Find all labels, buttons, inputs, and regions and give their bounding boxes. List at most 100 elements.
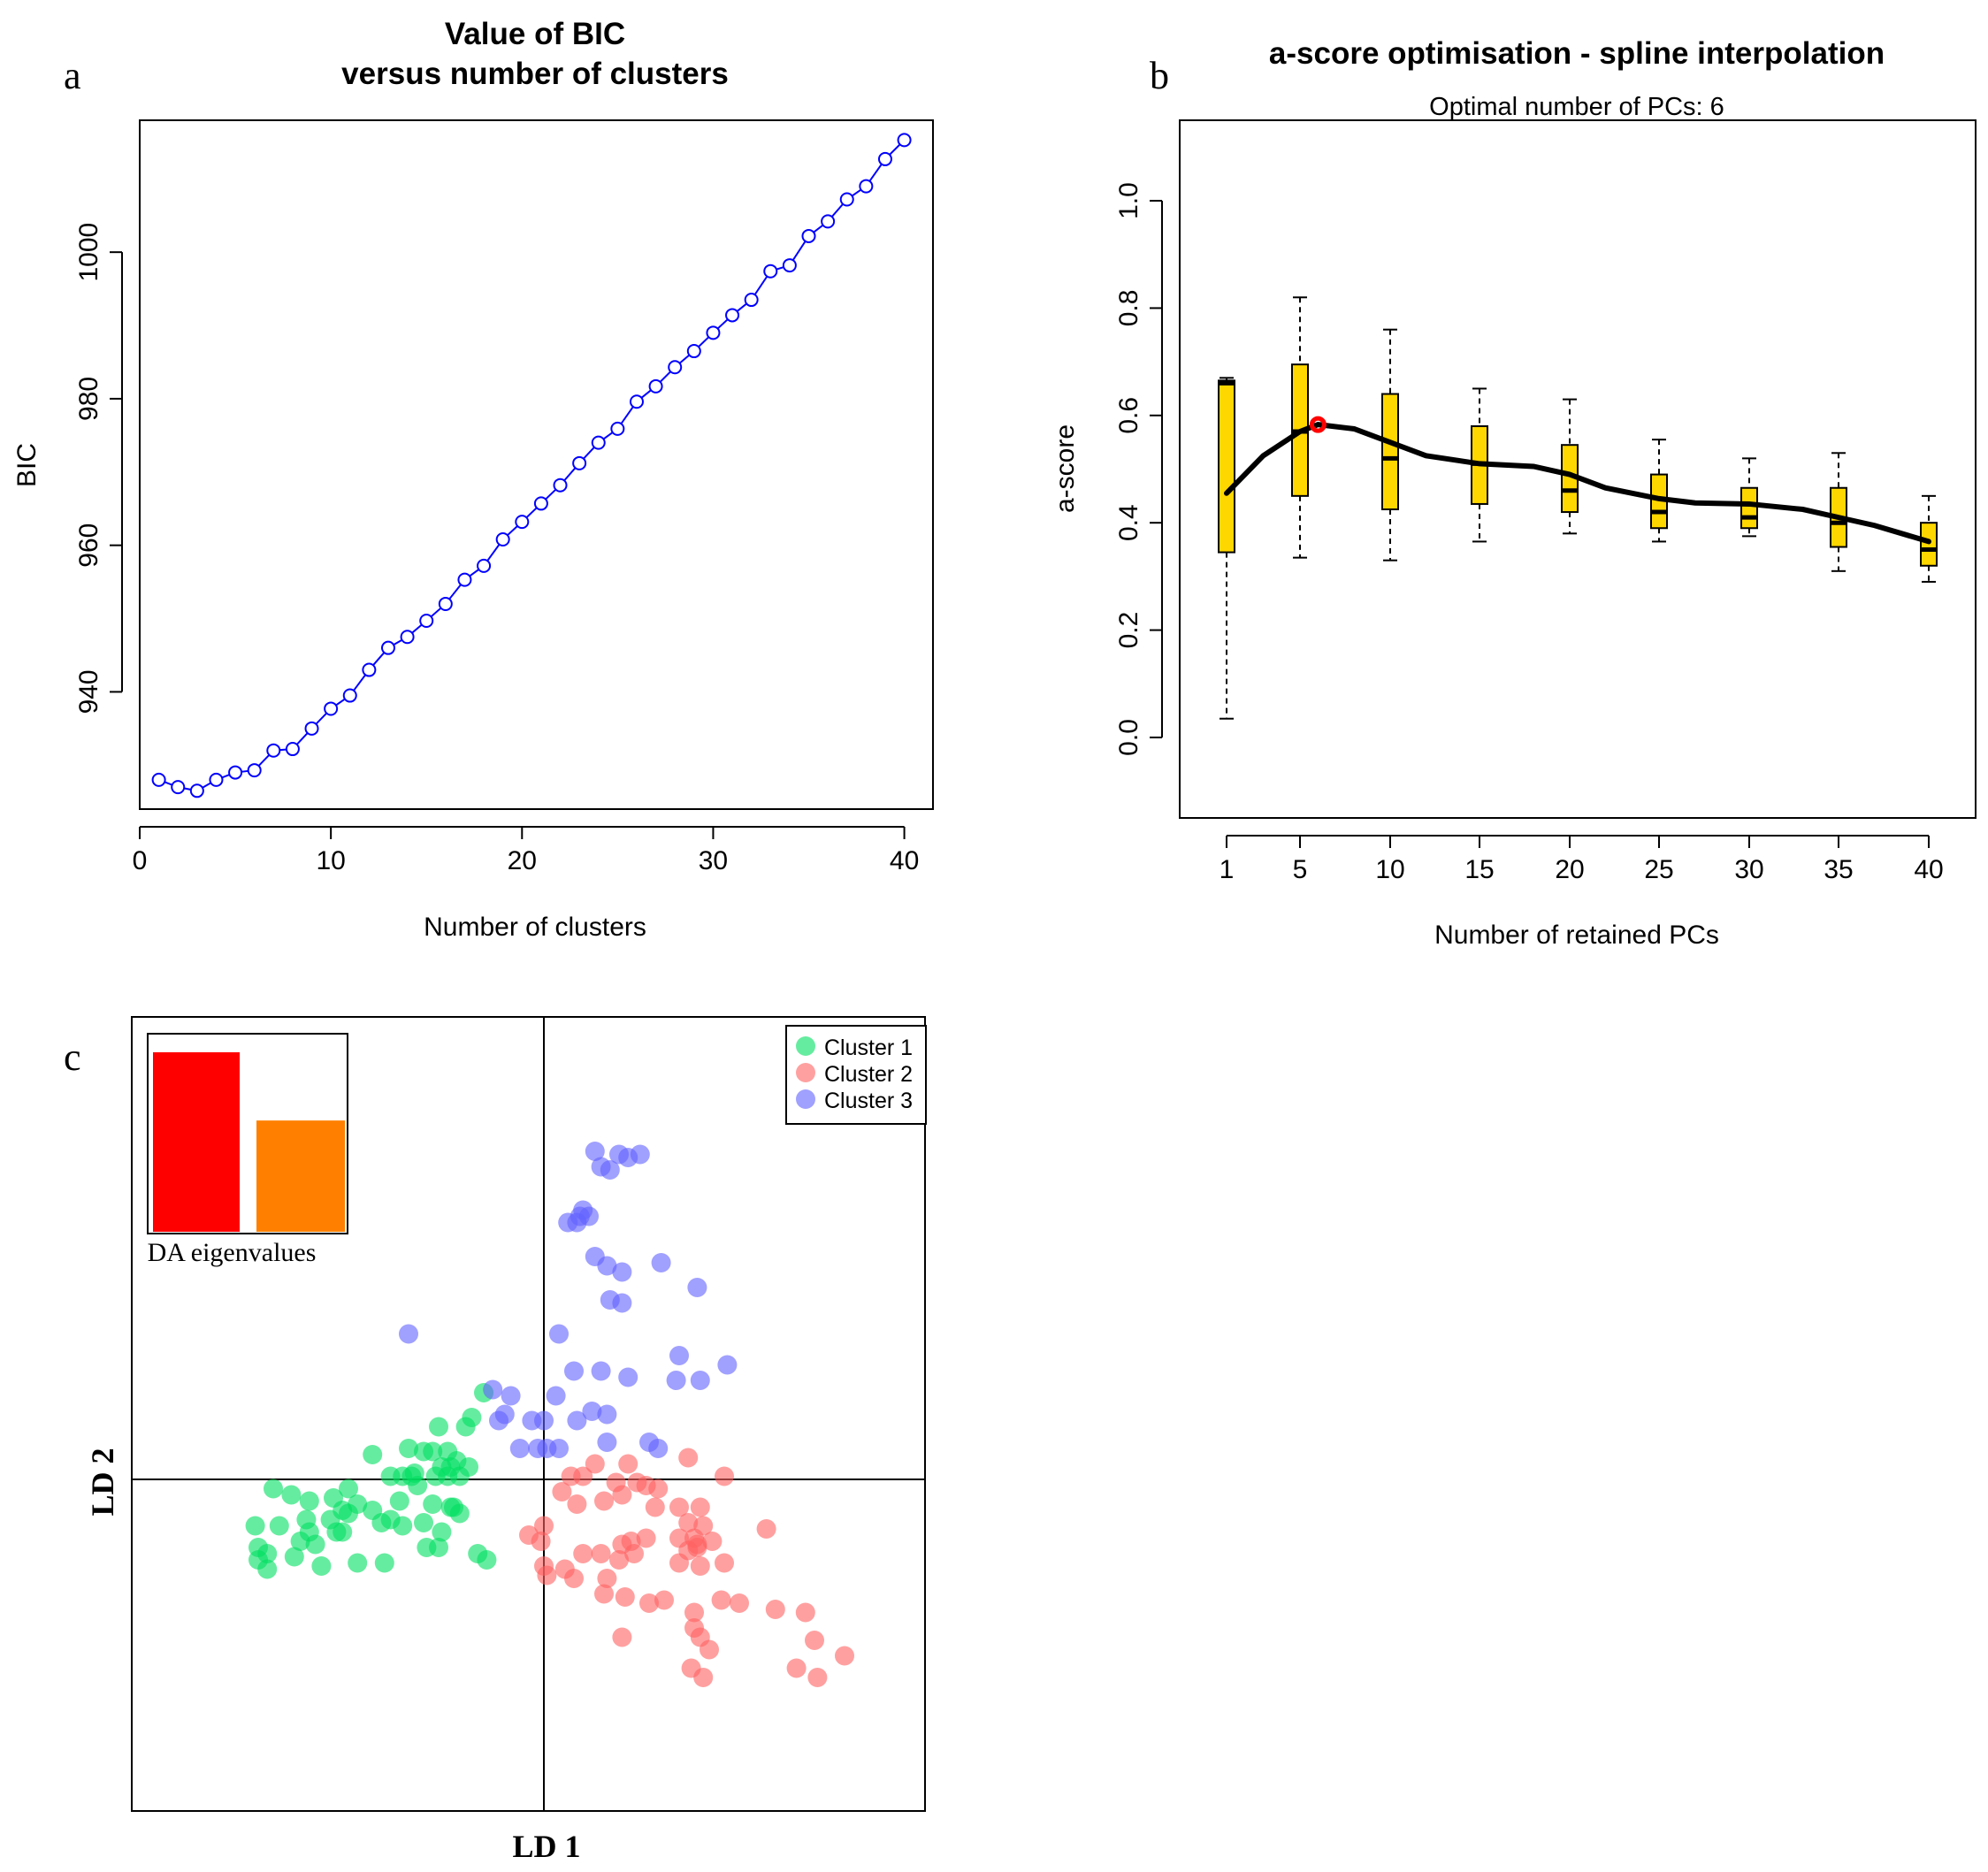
c-point-cluster-2 <box>805 1631 824 1650</box>
c-point-cluster-2 <box>636 1528 656 1548</box>
c-point-cluster-3 <box>597 1404 617 1425</box>
panel-label-a: a <box>64 54 81 97</box>
c-point-cluster-2 <box>567 1494 587 1514</box>
c-point-cluster-1 <box>380 1466 401 1486</box>
b-x-tick-label: 1 <box>1220 855 1235 884</box>
c-point-cluster-2 <box>711 1590 731 1610</box>
chart-b-axes: 1 5 10 15 20 25 30 35 400.00.20.40.60.81.0 <box>1114 182 1944 884</box>
a-data-point <box>515 515 530 530</box>
a-data-point <box>533 496 548 511</box>
c-point-cluster-1 <box>324 1488 343 1508</box>
c-point-cluster-3 <box>585 1142 605 1161</box>
c-point-cluster-2 <box>624 1544 644 1563</box>
c-point-cluster-2 <box>693 1668 714 1687</box>
c-point-cluster-2 <box>612 1485 632 1505</box>
c-point-cluster-1 <box>438 1466 458 1486</box>
a-data-point <box>648 378 663 394</box>
a-data-point <box>438 596 453 611</box>
a-data-point <box>266 743 281 758</box>
inset-label: DA eigenvalues <box>148 1238 317 1267</box>
a-data-point <box>744 293 759 308</box>
c-point-cluster-2 <box>730 1593 749 1613</box>
a-data-point <box>324 701 339 716</box>
c-point-cluster-2 <box>678 1448 699 1468</box>
b-y-tick-label: 0.6 <box>1114 397 1143 434</box>
c-point-cluster-1 <box>284 1547 304 1567</box>
a-data-point <box>495 532 510 547</box>
b-x-tick-label: 35 <box>1824 855 1853 884</box>
panel-a: a Value of BIC versus number of clusters… <box>12 17 934 942</box>
a-data-point <box>189 783 204 798</box>
c-point-cluster-2 <box>700 1639 719 1660</box>
c-point-cluster-2 <box>594 1491 614 1511</box>
c-point-cluster-2 <box>669 1553 689 1573</box>
a-x-tick-label: 30 <box>699 846 728 875</box>
b-x-tick-label: 30 <box>1734 855 1763 884</box>
a-y-tick-label: 960 <box>74 523 103 568</box>
chart-b-title: a-score optimisation - spline interpolat… <box>1269 36 1885 71</box>
legend-label-cluster-1: Cluster 1 <box>824 1035 913 1060</box>
b-box <box>1920 522 1938 567</box>
chart-a-title-line1: Value of BIC <box>445 17 625 51</box>
legend-marker-cluster-2 <box>796 1063 815 1082</box>
c-point-cluster-3 <box>669 1346 689 1365</box>
a-data-point <box>247 763 262 778</box>
a-data-point <box>859 179 874 194</box>
a-data-point <box>763 264 778 279</box>
a-data-point <box>877 151 892 166</box>
c-point-cluster-3 <box>666 1371 686 1390</box>
c-point-cluster-2 <box>591 1544 611 1563</box>
c-point-cluster-3 <box>549 1439 569 1458</box>
chart-b-ylabel: a-score <box>1051 424 1080 513</box>
c-point-cluster-1 <box>311 1556 332 1576</box>
c-point-cluster-3 <box>612 1262 632 1282</box>
c-point-cluster-3 <box>564 1361 584 1381</box>
a-x-tick-label: 0 <box>133 846 148 875</box>
c-point-cluster-1 <box>269 1516 289 1536</box>
c-point-cluster-1 <box>371 1513 392 1532</box>
c-point-cluster-1 <box>408 1476 428 1495</box>
c-point-cluster-1 <box>389 1491 409 1511</box>
c-point-cluster-3 <box>687 1278 707 1297</box>
a-data-point <box>419 614 434 629</box>
c-point-cluster-2 <box>795 1602 815 1623</box>
c-point-cluster-3 <box>549 1324 569 1344</box>
b-box <box>1218 379 1235 554</box>
c-point-cluster-1 <box>414 1513 433 1532</box>
a-y-tick-label: 940 <box>74 669 103 714</box>
inset-eigen-bar-2 <box>256 1120 345 1232</box>
a-x-tick-label: 10 <box>316 846 345 875</box>
c-point-cluster-3 <box>509 1439 530 1458</box>
chart-c-xlabel: LD 1 <box>512 1829 580 1864</box>
a-y-tick-label: 980 <box>74 377 103 421</box>
chart-b-optimum-marker <box>1309 416 1327 433</box>
b-x-tick-label: 10 <box>1375 855 1404 884</box>
c-point-cluster-1 <box>281 1485 302 1505</box>
c-point-cluster-3 <box>618 1367 638 1387</box>
c-point-cluster-2 <box>615 1587 635 1607</box>
c-point-cluster-3 <box>582 1402 602 1421</box>
a-data-point <box>706 325 721 340</box>
c-point-cluster-2 <box>645 1497 665 1517</box>
c-point-cluster-3 <box>651 1253 671 1272</box>
c-point-cluster-3 <box>597 1256 617 1276</box>
chart-c-points <box>245 1142 854 1687</box>
c-point-cluster-3 <box>597 1433 617 1452</box>
c-point-cluster-2 <box>573 1544 593 1563</box>
c-point-cluster-2 <box>564 1569 584 1588</box>
c-point-cluster-2 <box>765 1600 785 1619</box>
b-x-tick-label: 15 <box>1464 855 1494 884</box>
c-point-cluster-1 <box>432 1522 452 1542</box>
a-x-tick-label: 40 <box>890 846 919 875</box>
c-point-cluster-1 <box>257 1559 278 1579</box>
c-point-cluster-2 <box>715 1553 734 1573</box>
chart-c-ylabel: LD 2 <box>85 1448 120 1516</box>
a-x-tick-label: 20 <box>508 846 537 875</box>
chart-a-ylabel: BIC <box>12 443 42 487</box>
c-point-cluster-2 <box>639 1593 659 1613</box>
chart-a-title-line2: versus number of clusters <box>341 57 729 91</box>
c-point-cluster-3 <box>600 1160 620 1180</box>
